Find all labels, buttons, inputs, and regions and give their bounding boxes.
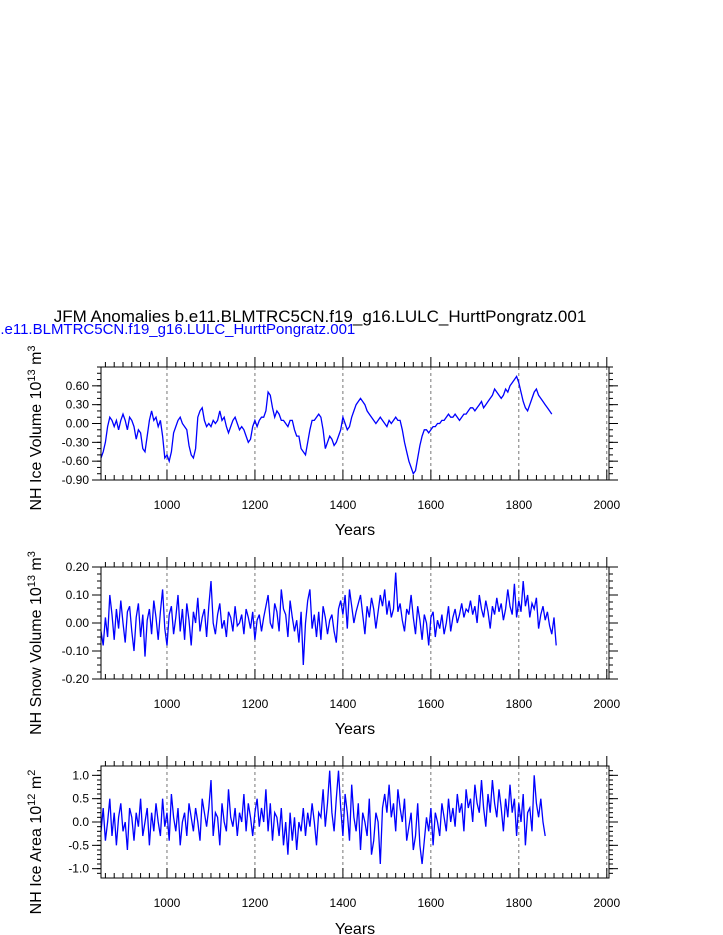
y-tick-label: -0.10 [62,644,90,658]
chart-subtitle: b.e11.BLMTRC5CN.f19_g16.LULC_HurttPongra… [0,321,355,338]
panel-3: 1000 1200 1400 1600 1800 2000 -1.0 -0.5 0.0 0.5 1.… [26,756,620,935]
x-tick-label: 1600 [418,697,445,711]
y-axis-title: NH Snow Volume 1013 m3 [26,551,45,735]
y-tick-label: 0.20 [66,560,90,574]
chart-title: JFM Anomalies b.e11.BLMTRC5CN.f19_g16.LU… [54,307,587,326]
series-line [100,572,557,666]
y-tick-label: 0.0 [72,815,89,829]
x-tick-label: 1600 [418,896,445,910]
x-tick-label: 1000 [154,498,181,512]
panel-1: 1000 1200 1400 1600 1800 2000 -0.90 -0.60 -0.30 0… [26,345,620,539]
y-tick-label: 0.60 [66,379,90,393]
y-tick-label: -0.20 [62,672,90,686]
x-tick-label: 2000 [593,896,620,910]
x-tick-label: 1400 [330,896,357,910]
y-tick-label: 1.0 [72,768,89,782]
series-line [100,770,546,865]
x-tick-label: 1200 [242,896,269,910]
x-tick-label: 1600 [418,498,445,512]
x-tick-label: 1800 [505,498,532,512]
x-axis-title: Years [335,921,375,935]
x-axis-title: Years [335,721,375,738]
x-tick-label: 1800 [505,697,532,711]
x-tick-label: 2000 [593,697,620,711]
x-tick-label: 1200 [242,697,269,711]
y-tick-label: 0.00 [66,417,90,431]
y-tick-label: -0.60 [62,454,90,468]
plot-frame [100,566,610,680]
series-line [100,374,553,476]
y-axis-title: NH Ice Volume 1013 m3 [26,345,45,510]
y-tick-label: 0.00 [66,616,90,630]
x-tick-label: 1800 [505,896,532,910]
y-tick-label: 0.10 [66,588,90,602]
y-tick-label: 0.5 [72,792,89,806]
panels: 1000 1200 1400 1600 1800 2000 -0.90 -0.60 -0.30 0… [26,345,620,935]
x-tick-label: 2000 [593,498,620,512]
panel-2: 1000 1200 1400 1600 1800 2000 -0.20 -0.10 0.00 0.… [26,551,620,738]
y-tick-label: 0.30 [66,398,90,412]
y-tick-label: -1.0 [68,862,89,876]
x-tick-label: 1400 [330,498,357,512]
x-tick-label: 1200 [242,498,269,512]
x-axis-title: Years [335,522,375,539]
y-tick-label: -0.30 [62,435,90,449]
x-tick-label: 1000 [154,697,181,711]
x-tick-label: 1400 [330,697,357,711]
y-tick-label: -0.5 [68,838,89,852]
x-tick-label: 1000 [154,896,181,910]
y-tick-label: -0.90 [62,473,90,487]
y-axis-title: NH Ice Area 1012 m2 [26,770,45,915]
